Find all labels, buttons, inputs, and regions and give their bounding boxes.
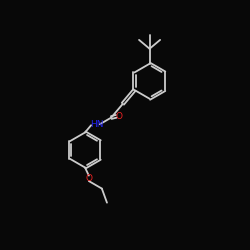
Text: O: O	[85, 174, 92, 182]
Text: O: O	[115, 112, 122, 121]
Text: HN: HN	[90, 120, 104, 129]
